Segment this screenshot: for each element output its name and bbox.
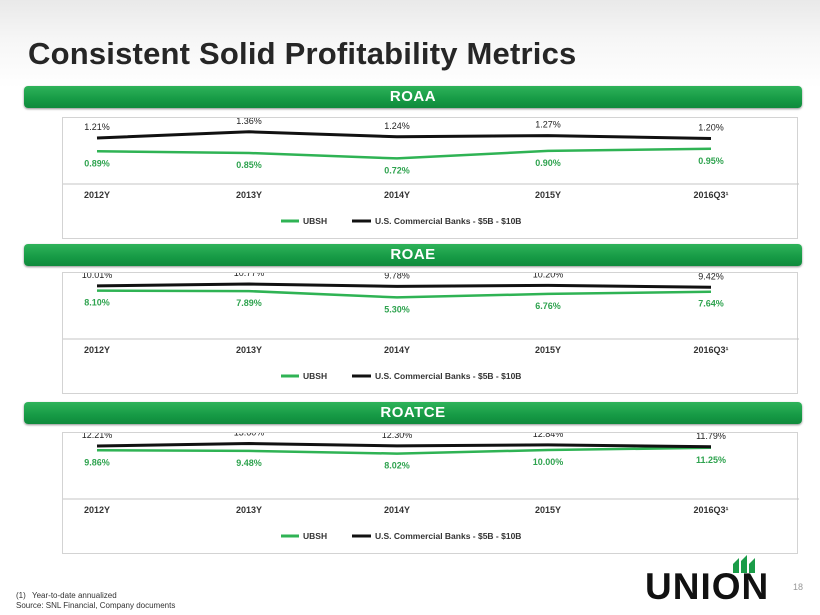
data-label-ubsh: 0.72% (384, 165, 410, 175)
data-label-ubsh: 0.89% (84, 158, 110, 168)
data-label-ubsh: 8.02% (384, 461, 410, 471)
legend-label-ubsh: UBSH (303, 531, 327, 541)
x-tick-label: 2013Y (236, 505, 262, 515)
data-label-ubsh: 7.64% (698, 299, 724, 309)
x-tick-label: 2012Y (84, 345, 110, 355)
data-label-u-s-commercial-banks-5b-10b: 1.36% (236, 118, 262, 126)
chart-legend: UBSH U.S. Commercial Banks - $5B - $10B (281, 531, 521, 541)
data-label-u-s-commercial-banks-5b-10b: 10.20% (533, 273, 564, 279)
chart-roatce: 2012Y 2013Y 2014Y 2015Y 2016Q3¹ 9.86% 9.48% 8.0… (62, 432, 799, 554)
x-tick-label: 2016Q3¹ (693, 345, 728, 355)
chart-roaa: 2012Y 2013Y 2014Y 2015Y 2016Q3¹ 0.89% 0.85% 0.7… (62, 117, 799, 239)
x-tick-label: 2015Y (535, 190, 561, 200)
section-banner-roaa: ROAA (24, 86, 802, 108)
series-line-ubsh (96, 147, 712, 160)
data-label-ubsh: 11.25% (696, 455, 726, 465)
data-label-ubsh: 0.95% (698, 156, 724, 166)
page-title: Consistent Solid Profitability Metrics (28, 36, 577, 71)
data-label-u-s-commercial-banks-5b-10b: 9.42% (698, 273, 724, 281)
footnote-text: Year-to-date annualized (32, 591, 117, 600)
data-label-ubsh: 0.90% (535, 158, 561, 168)
x-tick-label: 2012Y (84, 190, 110, 200)
x-tick-label: 2013Y (236, 190, 262, 200)
x-tick-label: 2016Q3¹ (693, 505, 728, 515)
data-label-ubsh: 8.10% (84, 298, 110, 308)
x-tick-label: 2015Y (535, 345, 561, 355)
legend-label-ubsh: UBSH (303, 216, 327, 226)
x-tick-label: 2015Y (535, 505, 561, 515)
data-label-u-s-commercial-banks-5b-10b: 12.21% (82, 433, 113, 440)
page-number: 18 (793, 582, 804, 592)
data-label-u-s-commercial-banks-5b-10b: 9.78% (384, 273, 410, 280)
x-tick-label: 2014Y (384, 345, 410, 355)
x-tick-label: 2016Q3¹ (693, 190, 728, 200)
union-logo-text: UNION (645, 566, 770, 607)
data-label-ubsh: 0.85% (236, 160, 262, 170)
footnote-number: (1) (16, 591, 26, 600)
x-tick-label: 2014Y (384, 505, 410, 515)
data-label-u-s-commercial-banks-5b-10b: 1.20% (698, 123, 724, 133)
legend-label-ubsh: UBSH (303, 371, 327, 381)
legend-label-peer: U.S. Commercial Banks - $5B - $10B (375, 531, 521, 541)
legend-label-peer: U.S. Commercial Banks - $5B - $10B (375, 216, 521, 226)
data-label-u-s-commercial-banks-5b-10b: 12.30% (382, 433, 413, 440)
data-label-u-s-commercial-banks-5b-10b: 10.77% (234, 273, 265, 278)
legend-label-peer: U.S. Commercial Banks - $5B - $10B (375, 371, 521, 381)
section-banner-roatce: ROATCE (24, 402, 802, 424)
data-label-u-s-commercial-banks-5b-10b: 1.24% (384, 121, 410, 131)
series-line-u-s-commercial-banks-5b-10b (96, 130, 712, 140)
chart-roaa-svg: 2012Y 2013Y 2014Y 2015Y 2016Q3¹ 0.89% 0.85% 0.7… (63, 118, 799, 226)
data-label-ubsh: 7.89% (236, 298, 262, 308)
series-line-ubsh (96, 446, 712, 455)
section-banner-roae: ROAE (24, 244, 802, 266)
data-label-u-s-commercial-banks-5b-10b: 1.27% (535, 120, 561, 130)
data-label-u-s-commercial-banks-5b-10b: 12.84% (533, 433, 564, 439)
series-line-u-s-commercial-banks-5b-10b (96, 282, 712, 289)
data-label-ubsh: 5.30% (384, 304, 410, 314)
x-tick-label: 2012Y (84, 505, 110, 515)
chart-roatce-svg: 2012Y 2013Y 2014Y 2015Y 2016Q3¹ 9.86% 9.48% 8.0… (63, 433, 799, 541)
data-label-u-s-commercial-banks-5b-10b: 11.79% (696, 433, 726, 441)
data-label-u-s-commercial-banks-5b-10b: 10.01% (82, 273, 113, 280)
source-note: Source: SNL Financial, Company documents (16, 601, 176, 610)
chart-legend: UBSH U.S. Commercial Banks - $5B - $10B (281, 371, 521, 381)
chart-roae: 2012Y 2013Y 2014Y 2015Y 2016Q3¹ 8.10% 7.89% 5.3… (62, 272, 799, 394)
union-logo: UNION (645, 555, 785, 605)
data-label-ubsh: 9.86% (84, 457, 110, 467)
chart-roae-svg: 2012Y 2013Y 2014Y 2015Y 2016Q3¹ 8.10% 7.89% 5.3… (63, 273, 799, 381)
data-label-ubsh: 6.76% (535, 301, 561, 311)
series-line-ubsh (96, 289, 712, 299)
x-tick-label: 2013Y (236, 345, 262, 355)
footnote-1: (1) Year-to-date annualized (16, 591, 117, 600)
data-label-u-s-commercial-banks-5b-10b: 13.60% (234, 433, 265, 438)
data-label-u-s-commercial-banks-5b-10b: 1.21% (84, 122, 110, 132)
data-label-ubsh: 10.00% (533, 457, 564, 467)
series-line-u-s-commercial-banks-5b-10b (96, 442, 712, 449)
x-tick-label: 2014Y (384, 190, 410, 200)
chart-legend: UBSH U.S. Commercial Banks - $5B - $10B (281, 216, 521, 226)
union-logo-mark-icon (733, 555, 755, 573)
data-label-ubsh: 9.48% (236, 458, 262, 468)
header-background (0, 0, 820, 88)
